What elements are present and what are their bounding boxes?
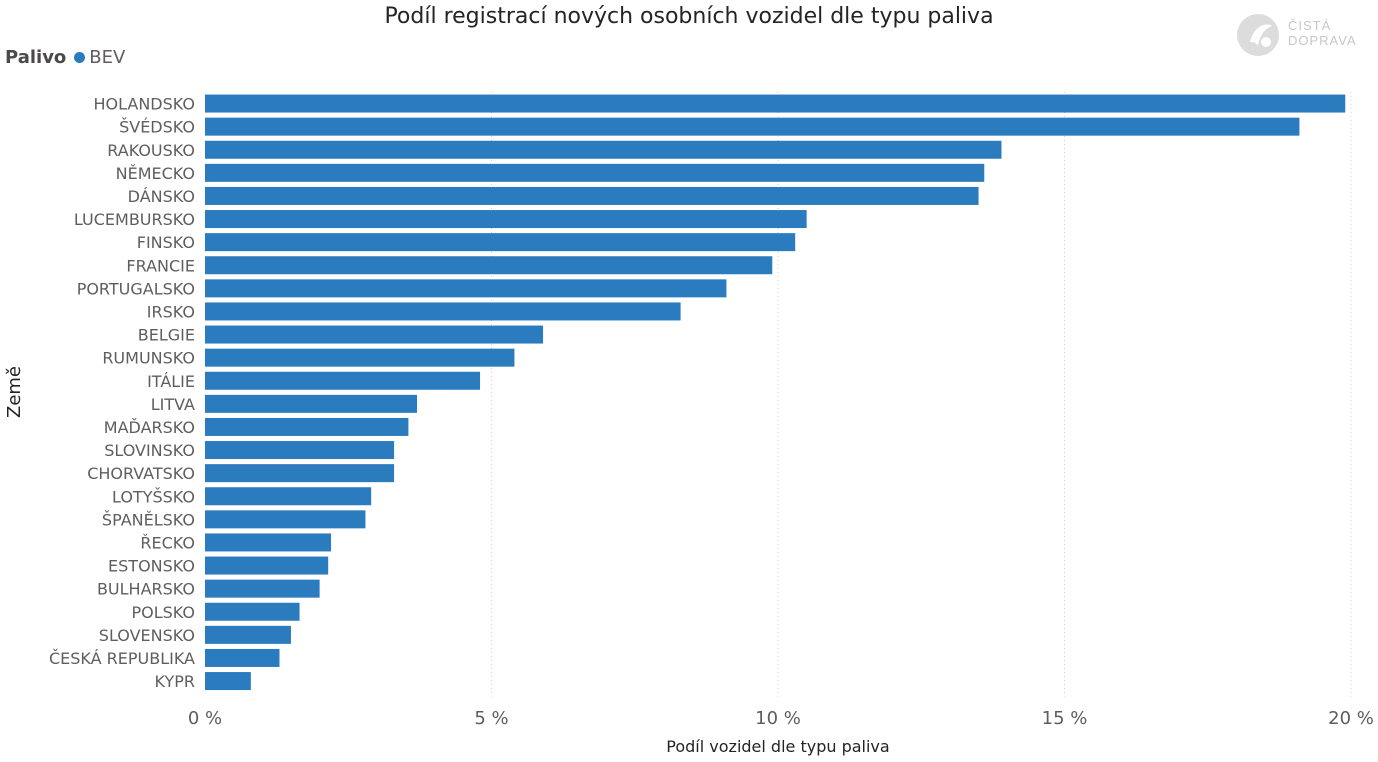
logo-line-1: ČISTÁ <box>1288 18 1332 33</box>
category-label: LUCEMBURSKO <box>74 210 195 229</box>
category-label: BELGIE <box>138 326 195 345</box>
bar[interactable] <box>205 533 332 552</box>
bar[interactable] <box>205 394 418 413</box>
category-label: BULHARSKO <box>97 580 195 599</box>
category-label: CHORVATSKO <box>87 464 195 483</box>
category-label: SLOVENSKO <box>99 626 195 645</box>
bar[interactable] <box>205 94 1346 113</box>
x-axis-title: Podíl vozidel dle typu paliva <box>666 737 890 756</box>
x-tick-label: 0 % <box>188 708 222 729</box>
bar[interactable] <box>205 348 515 367</box>
category-label: ŘECKO <box>140 533 195 552</box>
logo-text: ČISTÁ DOPRAVA <box>1288 18 1357 48</box>
bar[interactable] <box>205 625 291 644</box>
category-label: SLOVINSKO <box>104 441 195 460</box>
category-label: DÁNSKO <box>128 187 195 206</box>
legend-title: Palivo <box>5 47 67 68</box>
category-label: FINSKO <box>137 233 195 252</box>
category-label: FRANCIE <box>126 256 195 275</box>
category-label: HOLANDSKO <box>93 95 195 114</box>
bar[interactable] <box>205 579 320 598</box>
logo-icon <box>1237 14 1279 56</box>
bar[interactable] <box>205 602 300 621</box>
category-label: ESTONSKO <box>108 557 195 576</box>
category-label: KYPR <box>155 672 195 691</box>
bar[interactable] <box>205 186 979 205</box>
bar[interactable] <box>205 210 807 229</box>
bar[interactable] <box>205 672 251 691</box>
category-label: LOTYŠSKO <box>112 487 195 506</box>
category-label: MAĎARSKO <box>104 418 195 437</box>
bar[interactable] <box>205 417 409 436</box>
category-label: POLSKO <box>131 603 195 622</box>
category-label: RUMUNSKO <box>102 349 195 368</box>
bar[interactable] <box>205 325 544 344</box>
x-tick-label: 10 % <box>755 708 801 729</box>
category-label: IRSKO <box>147 302 195 321</box>
category-label: PORTUGALSKO <box>77 279 195 298</box>
category-label: ITÁLIE <box>147 372 195 391</box>
bar[interactable] <box>205 117 1300 136</box>
logo: ČISTÁ DOPRAVA <box>1236 12 1366 58</box>
bar[interactable] <box>205 464 395 483</box>
category-label: LITVA <box>151 395 195 414</box>
category-label: RAKOUSKO <box>107 141 195 160</box>
x-tick-label: 5 % <box>474 708 508 729</box>
category-label: NĚMECKO <box>116 164 195 183</box>
chart-title: Podíl registrací nových osobních vozidel… <box>384 4 994 29</box>
bar[interactable] <box>205 302 681 321</box>
bar[interactable] <box>205 279 727 298</box>
bar[interactable] <box>205 487 372 506</box>
legend: Palivo BEV <box>5 47 125 68</box>
logo-line-2: DOPRAVA <box>1288 33 1357 48</box>
bar[interactable] <box>205 556 329 575</box>
x-tick-label: 15 % <box>1042 708 1088 729</box>
bar[interactable] <box>205 441 395 460</box>
bar[interactable] <box>205 371 481 390</box>
bar[interactable] <box>205 233 796 252</box>
category-label: ŠPANĚLSKO <box>102 510 195 529</box>
bar[interactable] <box>205 648 280 667</box>
bar[interactable] <box>205 140 1002 159</box>
category-label: ČESKÁ REPUBLIKA <box>49 649 195 668</box>
bar[interactable] <box>205 510 366 529</box>
bar[interactable] <box>205 163 985 182</box>
legend-entry-bev[interactable]: BEV <box>89 47 126 68</box>
x-tick-label: 20 % <box>1328 708 1374 729</box>
category-label: ŠVÉDSKO <box>119 118 195 137</box>
legend-dot <box>74 52 86 63</box>
bar[interactable] <box>205 256 773 275</box>
